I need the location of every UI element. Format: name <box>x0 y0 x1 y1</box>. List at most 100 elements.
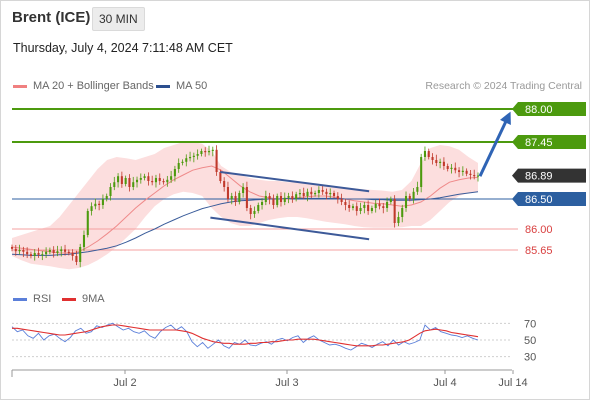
rsi-series-9ma <box>12 324 479 347</box>
candle-body <box>336 196 339 199</box>
candle-body <box>90 206 93 211</box>
level-tag-label: 87.45 <box>525 137 553 149</box>
instrument-title: Brent (ICE) <box>12 9 91 26</box>
candle-body <box>469 173 472 175</box>
candle-body <box>105 196 108 199</box>
candle-body <box>386 202 389 208</box>
candle-body <box>14 248 17 252</box>
candle-body <box>454 167 457 171</box>
candle-body <box>207 151 211 153</box>
candle-body <box>291 196 294 199</box>
candle-body <box>412 191 415 199</box>
x-tick-label: Jul 4 <box>433 377 456 389</box>
level-tag-bg <box>512 192 586 206</box>
candle-body <box>67 251 70 253</box>
candle-body <box>427 151 430 157</box>
candle-body <box>75 256 78 262</box>
candle-body <box>279 196 283 202</box>
candle-body <box>249 208 252 214</box>
candle-body <box>321 190 324 192</box>
candle-body <box>215 149 218 172</box>
candle-body <box>431 157 434 160</box>
candle-body <box>143 176 146 178</box>
level-tag-85-65: 85.65 <box>525 245 553 257</box>
research-credit: Research © 2024 Trading Central <box>425 80 582 92</box>
candle-body <box>306 191 309 196</box>
level-tag-label: 86.89 <box>525 171 553 183</box>
level-tag-86-50: 86.50 <box>512 192 586 206</box>
candle-body <box>450 167 453 169</box>
candle-body <box>416 187 419 192</box>
candle-body <box>94 203 97 207</box>
candle-body <box>41 254 44 256</box>
candle-body <box>446 166 449 169</box>
candle-body <box>295 194 298 199</box>
candle-body <box>340 199 343 202</box>
candle-body <box>397 217 400 223</box>
candle-body <box>135 179 139 183</box>
legend-ma20-label: MA 20 + Bollinger Bands <box>33 80 154 92</box>
legend-ma50: MA 50 <box>156 80 207 92</box>
level-tag-label: 86.50 <box>525 194 553 206</box>
candle-body <box>374 203 377 208</box>
candle-body <box>219 172 222 181</box>
ma20-line <box>11 165 479 254</box>
candle-body <box>109 187 112 196</box>
level-tag-bg <box>512 168 586 183</box>
candle-body <box>348 205 351 208</box>
candle-body <box>79 247 82 262</box>
legend-9ma-label: 9MA <box>82 293 105 305</box>
candle-body <box>33 253 36 256</box>
level-tag-87-45: 87.45 <box>512 135 586 149</box>
candle-body <box>314 193 317 195</box>
channel-lower-line <box>210 216 370 241</box>
candle-body <box>245 187 248 208</box>
legend-ma50-label: MA 50 <box>176 80 208 92</box>
candle-body <box>204 151 207 153</box>
candle-body <box>60 249 63 252</box>
candle-body <box>465 170 468 174</box>
candle-body <box>177 163 180 169</box>
candle-body <box>211 149 214 151</box>
candle-body <box>344 202 347 205</box>
candle-body <box>192 155 195 157</box>
candle-body <box>230 196 233 199</box>
candle-body <box>310 191 313 195</box>
candle-body <box>435 160 438 163</box>
candle-body <box>458 170 461 172</box>
candle-body <box>242 187 245 193</box>
x-tick-label: Jul 3 <box>275 377 298 389</box>
candle-body <box>401 208 404 217</box>
candle-body <box>10 247 14 249</box>
level-tag-label: 85.65 <box>525 245 553 257</box>
candle-body <box>408 196 411 199</box>
candle-body <box>382 206 385 208</box>
projection-arrow-shaft <box>478 116 510 177</box>
candle-body <box>461 170 464 172</box>
candle-body <box>439 161 442 163</box>
candle-body <box>226 187 229 199</box>
candle-body <box>128 178 131 187</box>
candle-body <box>200 151 203 154</box>
candle-body <box>264 196 267 202</box>
candle-body <box>124 178 127 184</box>
candle-body <box>287 196 290 198</box>
candle-body <box>257 205 260 211</box>
candle-body <box>147 176 150 181</box>
ma50-swatch <box>156 84 170 88</box>
candle-body <box>276 196 279 205</box>
candle-body <box>367 205 370 211</box>
candle-body <box>268 196 271 199</box>
legend-9ma: 9MA <box>62 293 105 305</box>
candle-body <box>389 199 392 202</box>
rsi-tick-50: 50 <box>524 335 536 347</box>
9ma-swatch <box>62 297 76 301</box>
candle-body <box>63 249 67 252</box>
candle-body <box>329 193 332 195</box>
timeframe-button[interactable]: 30 MIN <box>92 7 145 31</box>
candle-body <box>363 205 366 208</box>
rsi-tick-30: 30 <box>524 352 536 364</box>
candle-body <box>22 250 25 252</box>
rsi-tick-70: 70 <box>524 318 536 330</box>
